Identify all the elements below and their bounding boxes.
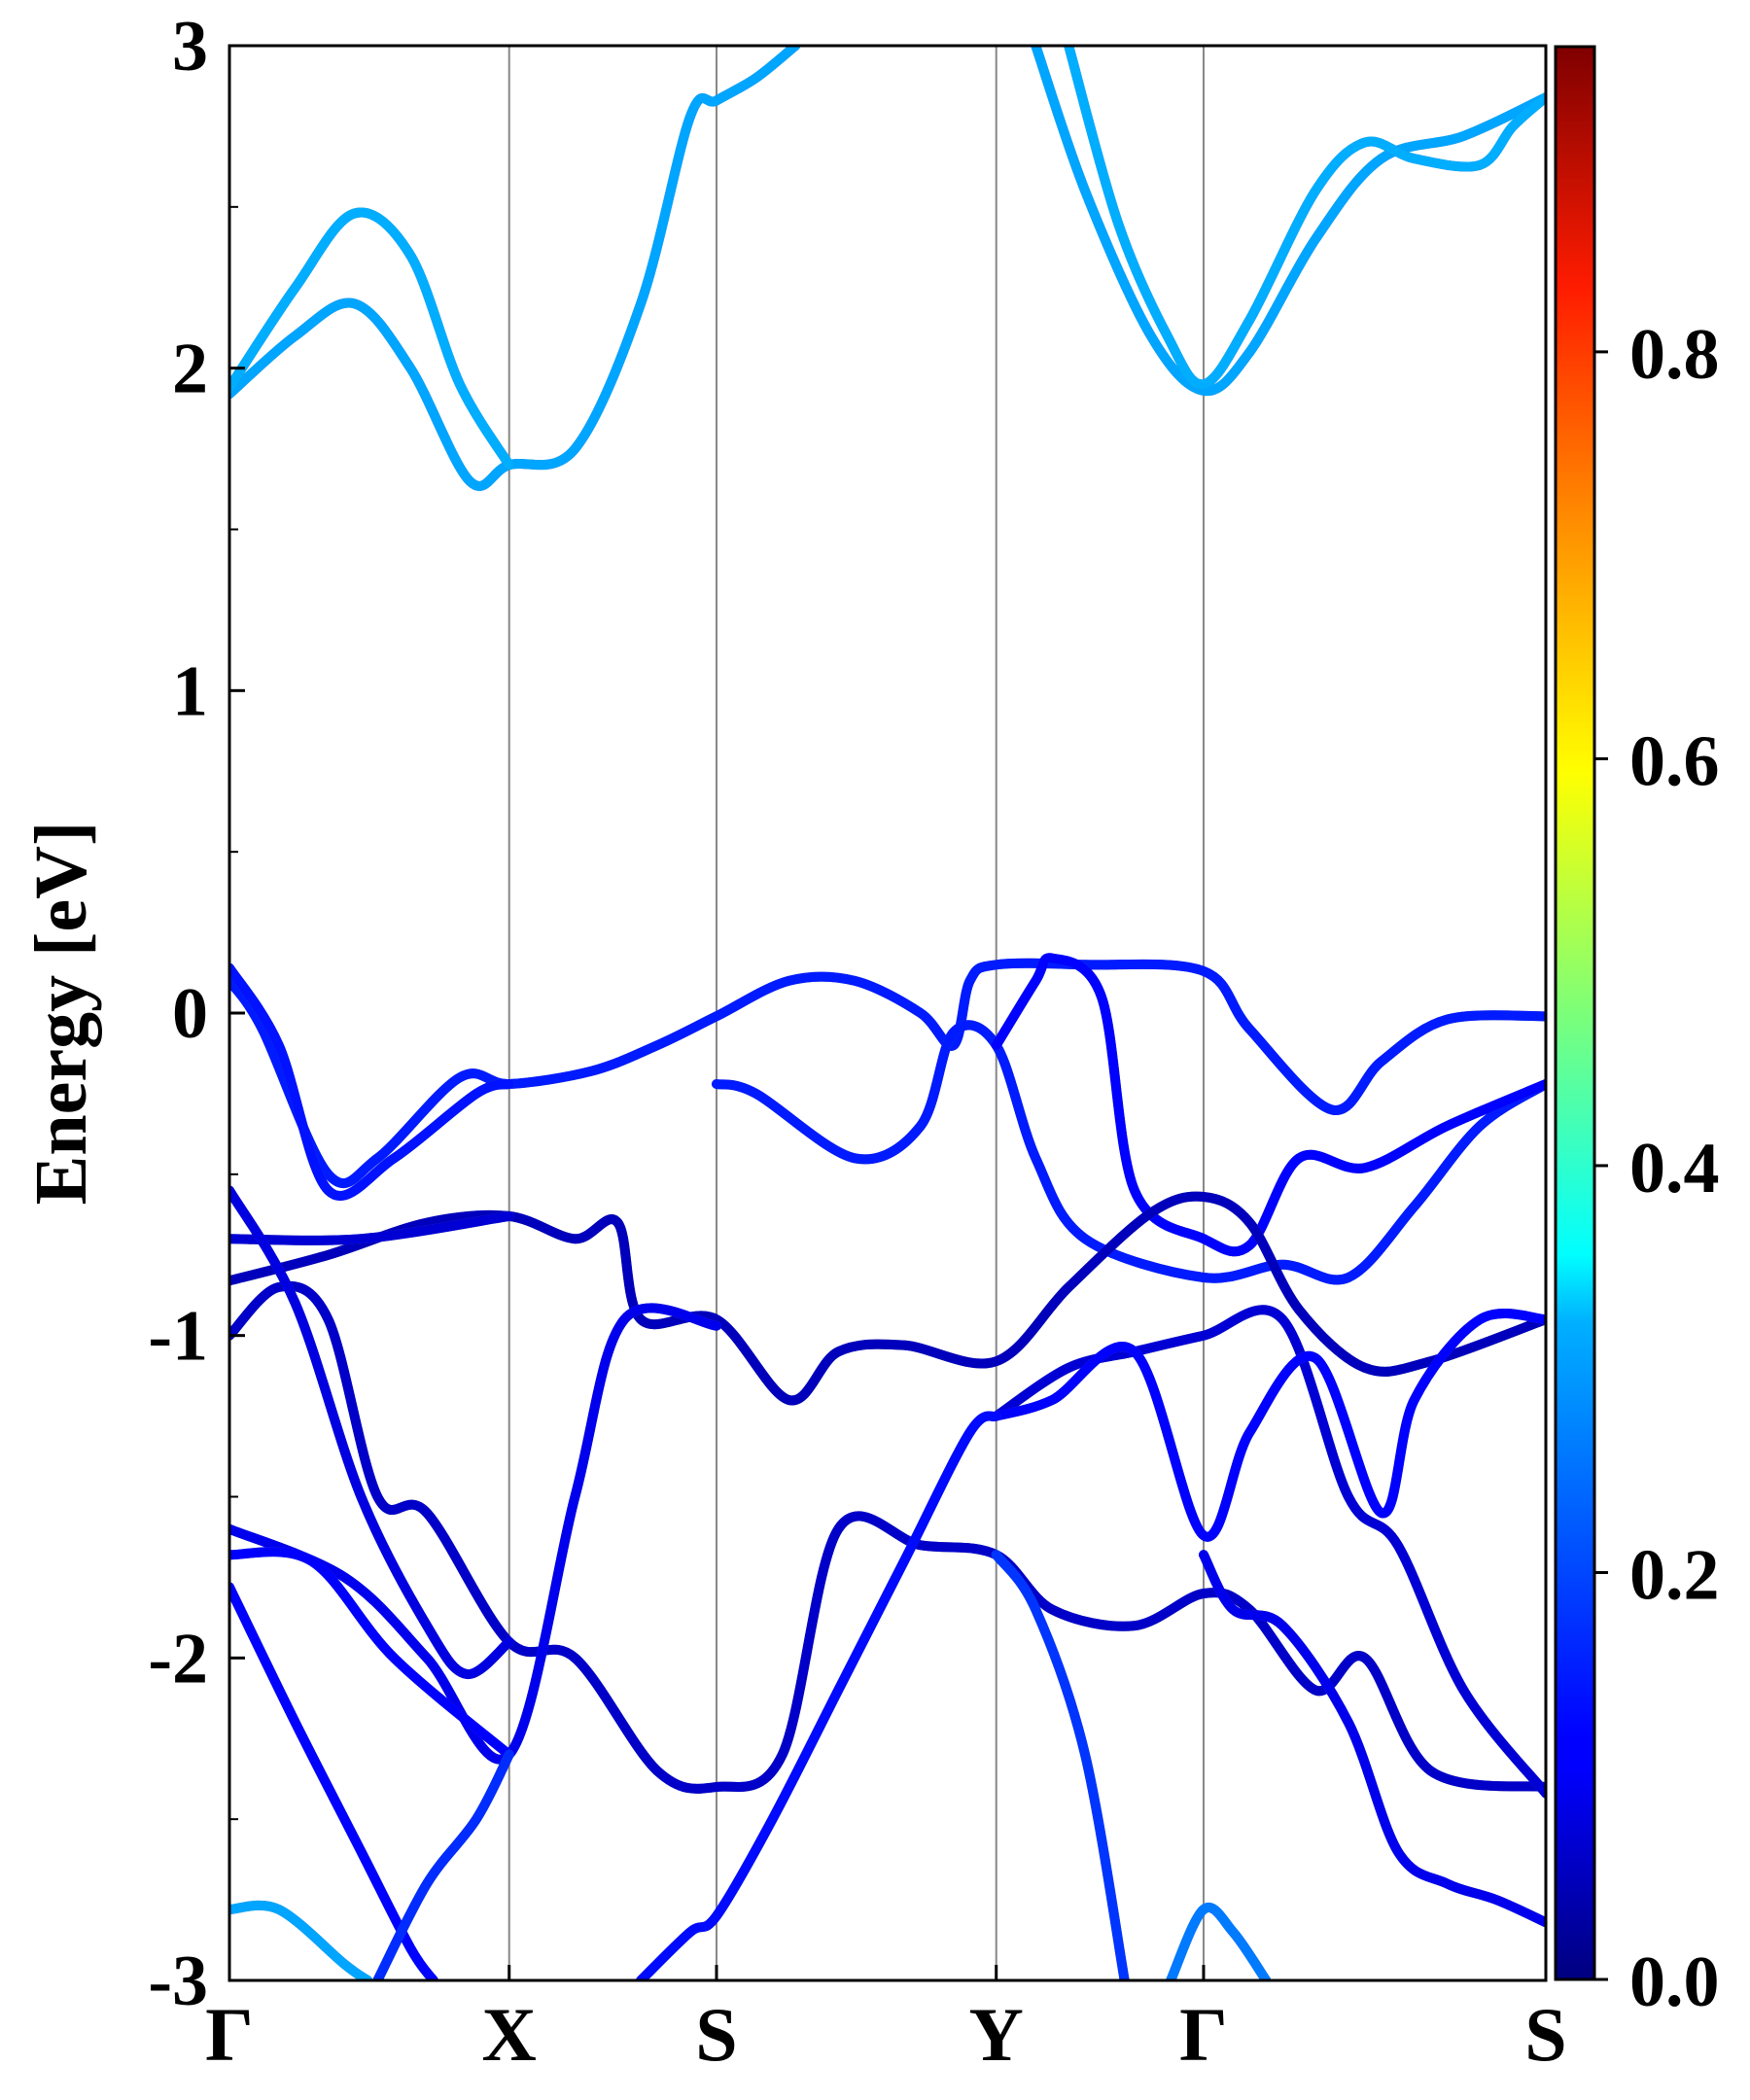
y-tick-label: 1 (172, 651, 208, 731)
kpath-label-5: S (1524, 1992, 1566, 2077)
band-line-6 (229, 962, 514, 1201)
band-1 (229, 46, 801, 491)
band-line-17 (229, 1582, 438, 1980)
band-line-23 (229, 1900, 373, 1980)
colorbar-ticks: 0.0 0.2 0.4 0.6 0.8 (1594, 315, 1720, 2022)
band-16 (991, 1308, 1546, 1542)
band-18 (372, 1749, 514, 1980)
band-lines (229, 46, 1546, 1980)
band-line-3 (1031, 46, 1546, 397)
band-17 (229, 1582, 438, 1980)
y-axis-title: Energy [eV] (20, 822, 102, 1206)
band-line-18 (372, 1749, 514, 1980)
band-line-1 (229, 46, 801, 491)
band-line-12 (229, 1185, 514, 1679)
colorbar-tick-label: 0.6 (1629, 721, 1720, 801)
band-line-5 (229, 958, 1546, 1189)
band-12 (229, 1185, 514, 1679)
band-23 (229, 1900, 373, 1980)
band-outline-19 (636, 1411, 1001, 1980)
y-tick-label: -3 (148, 1942, 208, 2021)
band-line-20 (1199, 1550, 1546, 1928)
y-tick-label: 0 (172, 974, 208, 1054)
band-line-10 (229, 1210, 514, 1245)
band-line-22 (1166, 1903, 1272, 1980)
y-tick-label: -1 (148, 1297, 208, 1377)
band-5 (229, 958, 1546, 1189)
band-22 (1166, 1903, 1272, 1980)
band-line-13 (229, 1303, 721, 1765)
band-4 (1064, 46, 1546, 390)
band-outline-2 (229, 207, 514, 471)
colorbar-tick-label: 0.0 (1629, 1942, 1720, 2022)
colorbar-bar (1554, 45, 1596, 1981)
band-3 (1031, 46, 1546, 397)
y-tick-label: -2 (148, 1619, 208, 1698)
y-tick-label: 2 (172, 330, 208, 409)
band-line-7 (712, 1020, 1546, 1285)
band-2 (229, 207, 514, 471)
band-outline-13 (229, 1303, 721, 1765)
band-19 (636, 1411, 1001, 1980)
band-20 (1199, 1550, 1546, 1928)
kpath-label-4: Γ (1179, 1992, 1228, 2077)
band-line-19 (636, 1411, 1001, 1980)
band-line-16 (991, 1308, 1546, 1542)
kpath-label-2: S (695, 1992, 737, 2077)
band-11 (229, 1280, 1546, 1794)
kpath-label-3: Y (969, 1992, 1024, 2077)
high-symmetry-lines (508, 46, 1205, 1980)
band-10 (229, 1210, 514, 1245)
kpath-label-0: Γ (205, 1992, 254, 2077)
band-line-11 (229, 1280, 1546, 1794)
colorbar-tick-label: 0.4 (1629, 1129, 1720, 1208)
band-7 (712, 1020, 1546, 1285)
band-line-14 (229, 1547, 514, 1760)
colorbar-tick-label: 0.2 (1629, 1535, 1720, 1615)
band-8 (991, 953, 1546, 1257)
band-14 (229, 1547, 514, 1760)
band-line-4 (1064, 46, 1546, 390)
band-6 (229, 962, 514, 1201)
band-line-8 (991, 953, 1546, 1257)
band-13 (229, 1303, 721, 1765)
colorbar: 0.0 0.2 0.4 0.6 0.8 (1554, 45, 1720, 2022)
y-axis-ticks: -3 -2 -1 0 1 2 3 (148, 7, 245, 2021)
band-line-21 (991, 1550, 1130, 1980)
colorbar-tick-label: 0.8 (1629, 315, 1720, 395)
y-tick-label: 3 (172, 7, 208, 87)
kpath-label-1: X (482, 1992, 537, 2077)
band-21 (991, 1550, 1130, 1980)
band-line-2 (229, 207, 514, 471)
